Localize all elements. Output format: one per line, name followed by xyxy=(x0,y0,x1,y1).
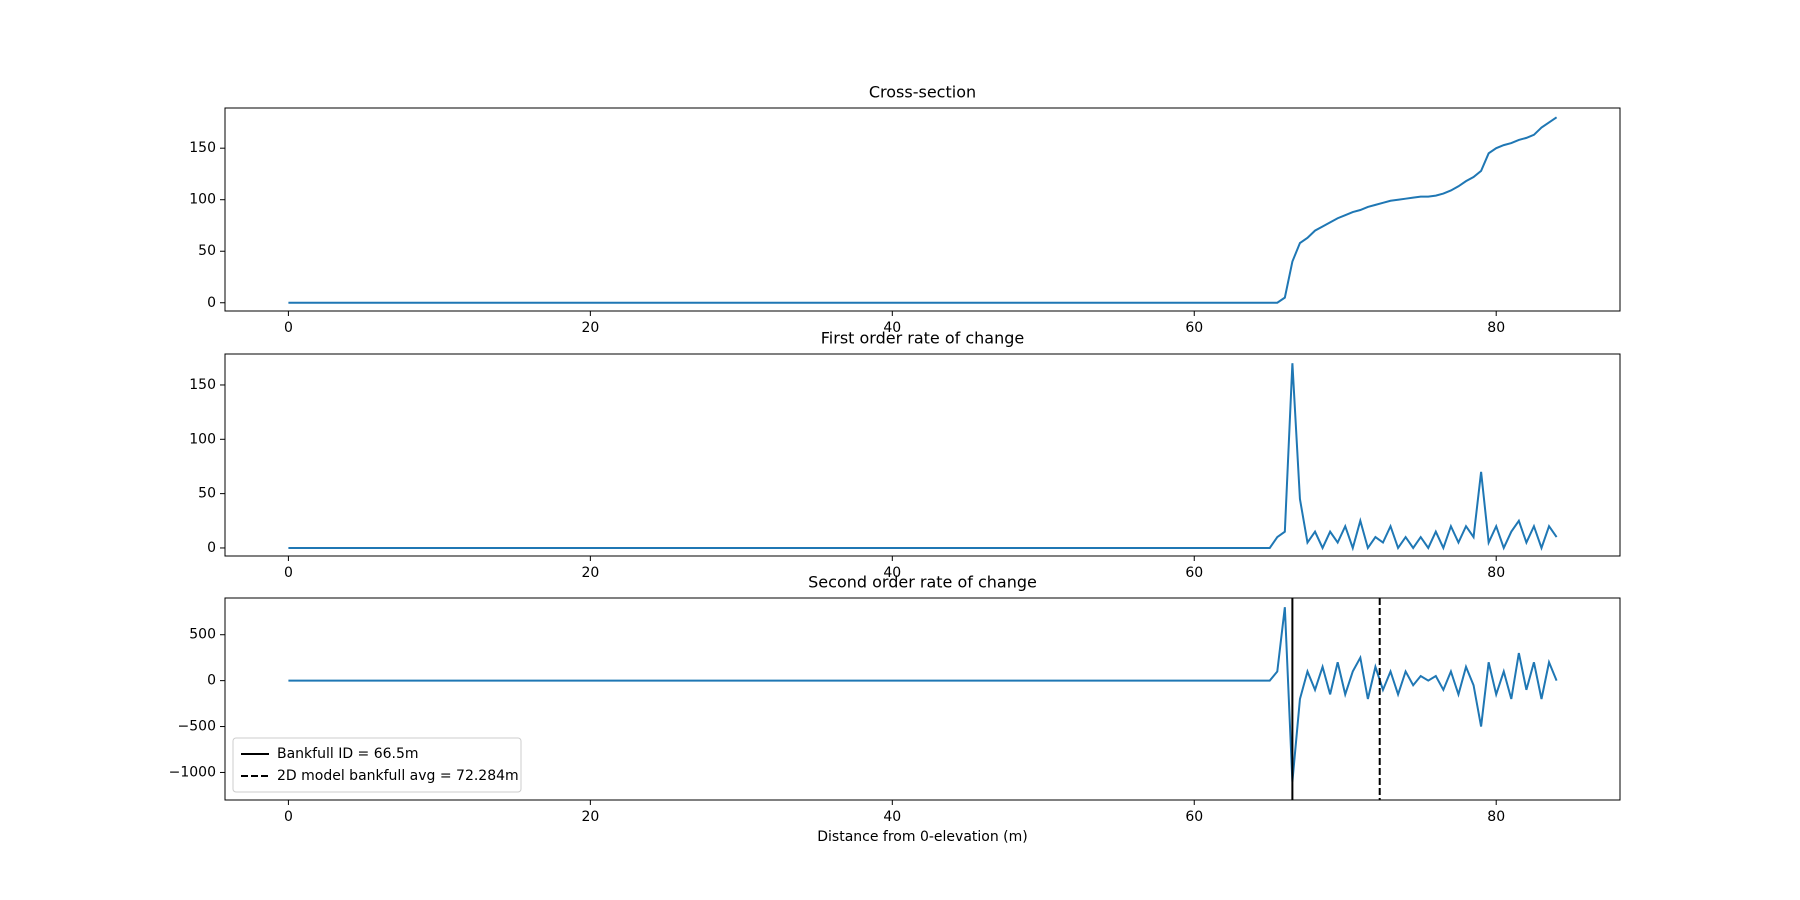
y-tick-label: 100 xyxy=(189,431,216,447)
x-tick-label: 20 xyxy=(581,809,599,825)
x-tick-label: 40 xyxy=(883,809,901,825)
x-axis-label: Distance from 0-elevation (m) xyxy=(817,829,1027,845)
x-tick-label: 40 xyxy=(883,565,901,581)
y-tick-label: 0 xyxy=(207,540,216,556)
y-tick-label: 100 xyxy=(189,192,216,208)
axes-frame xyxy=(224,597,1621,801)
x-tick-label: 80 xyxy=(1487,809,1505,825)
legend: Bankfull ID = 66.5m 2D model bankfull avg… xyxy=(232,737,522,793)
y-tick-label: 500 xyxy=(189,627,216,643)
x-tick-label: 40 xyxy=(883,320,901,336)
chart-title: Second order rate of change xyxy=(808,573,1037,592)
x-tick-label: 20 xyxy=(581,320,599,336)
data-line xyxy=(288,116,1558,304)
legend-label: 2D model bankfull avg = 72.284m xyxy=(277,768,519,784)
axes-frame xyxy=(224,353,1621,557)
chart-title: First order rate of change xyxy=(821,329,1024,348)
y-tick-label: 50 xyxy=(198,243,216,259)
x-tick-label: 80 xyxy=(1487,320,1505,336)
y-tick-label: 150 xyxy=(189,377,216,393)
data-line xyxy=(288,363,1558,552)
axes-frame xyxy=(224,107,1621,312)
y-tick-label: 0 xyxy=(207,295,216,311)
x-tick-label: 60 xyxy=(1185,809,1203,825)
y-tick-label: −500 xyxy=(178,719,216,735)
x-tick-label: 0 xyxy=(284,809,293,825)
x-tick-label: 60 xyxy=(1185,565,1203,581)
data-line xyxy=(288,607,1558,782)
legend-box xyxy=(232,737,522,793)
x-tick-label: 0 xyxy=(284,320,293,336)
y-tick-label: 0 xyxy=(207,673,216,689)
chart-title: Cross-section xyxy=(869,83,976,102)
x-tick-label: 80 xyxy=(1487,565,1505,581)
x-tick-label: 20 xyxy=(581,565,599,581)
x-tick-label: 60 xyxy=(1185,320,1203,336)
legend-label: Bankfull ID = 66.5m xyxy=(277,746,419,762)
y-tick-label: 150 xyxy=(189,140,216,156)
y-tick-label: −1000 xyxy=(169,764,216,780)
y-tick-label: 50 xyxy=(198,486,216,502)
x-tick-label: 0 xyxy=(284,565,293,581)
